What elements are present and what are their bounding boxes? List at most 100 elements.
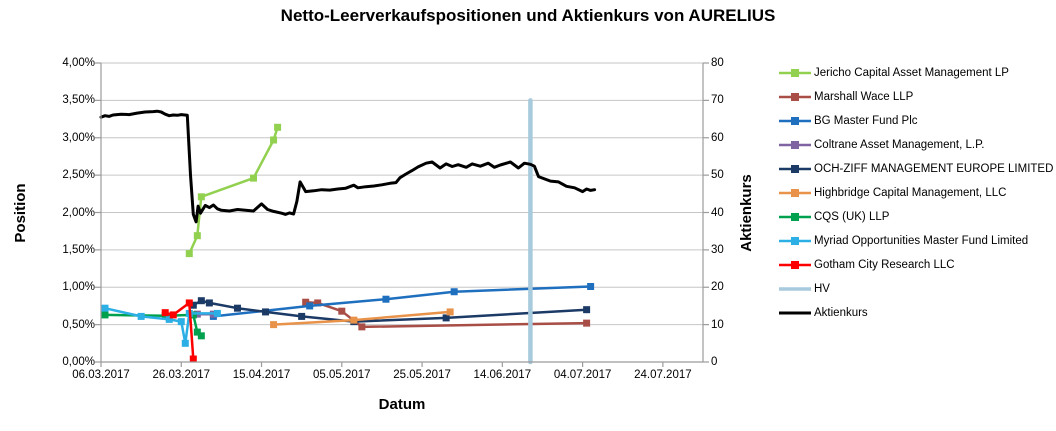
legend-swatch [779,189,811,197]
series-marker-myriad-opportunities-master-fund-limited [213,309,221,317]
legend-marker [791,69,799,77]
series-marker-cqs-uk-llp [197,332,205,340]
y-tick-label-right: 80 [711,57,724,69]
y-tick-label-left: 4,00% [62,57,95,69]
series-marker-marshall-wace-llp [314,299,322,307]
legend-item-hv: HV [779,281,830,297]
legend-swatch [779,237,811,245]
x-tick-label: 05.05.2017 [313,369,371,381]
legend-item-coltrane-asset-management-l-p: Coltrane Asset Management, L.P. [779,137,984,153]
series-marker-bg-master-fund-plc [587,283,595,291]
legend-swatch [779,117,811,125]
legend-marker [791,261,799,269]
legend-marker [791,141,799,149]
x-axis-title: Datum [378,396,426,413]
legend-label: Gotham City Research LLC [814,259,955,271]
y-tick-label-right: 10 [711,318,724,331]
series-marker-gotham-city-research-llc [161,309,169,317]
series-marker-och-ziff-management-europe-limited [262,308,270,316]
legend-marker [791,117,799,125]
legend-item-jericho-capital-asset-management-lp: Jericho Capital Asset Management LP [779,65,1009,81]
y-tick-label-right: 60 [711,131,724,144]
series-marker-highbridge-capital-management-llc [446,308,454,316]
series-marker-jericho-capital-asset-management-lp [274,123,282,131]
legend-item-bg-master-fund-plc: BG Master Fund Plc [779,113,918,129]
y-tick-label-left: 2,00% [62,206,95,219]
legend-item-myriad-opportunities-master-fund-limited: Myriad Opportunities Master Fund Limited [779,233,1028,249]
series-marker-bg-master-fund-plc [382,295,390,303]
legend-item-highbridge-capital-management-llc: Highbridge Capital Management, LLC [779,185,1006,201]
legend-marker [791,165,799,173]
series-marker-gotham-city-research-llc [189,355,197,363]
legend-item-marshall-wace-llp: Marshall Wace LLP [779,89,913,105]
series-marker-jericho-capital-asset-management-lp [250,174,258,182]
y-tick-label-right: 70 [711,94,724,107]
legend-label: Myriad Opportunities Master Fund Limited [814,235,1029,247]
series-marker-och-ziff-management-europe-limited [298,312,306,320]
y-axis-title-left: Position [12,183,29,243]
y-tick-label-left: 0,00% [62,356,95,368]
series-marker-myriad-opportunities-master-fund-limited [181,339,189,347]
legend-marker [791,213,799,221]
legend-swatch [779,69,811,77]
y-tick-label-right: 50 [711,169,724,182]
y-tick-label-right: 0 [711,356,718,368]
series-marker-cqs-uk-llp [193,328,201,336]
legend-swatch [779,93,811,101]
series-marker-gotham-city-research-llc [185,299,193,307]
series-marker-och-ziff-management-europe-limited [583,306,591,314]
x-tick-label: 24.07.2017 [634,369,692,381]
series-marker-highbridge-capital-management-llc [350,316,358,324]
y-tick-label-left: 2,50% [62,169,95,182]
y-tick-label-right: 40 [711,206,724,219]
series-marker-och-ziff-management-europe-limited [205,299,213,307]
y-tick-label-left: 1,50% [62,243,95,256]
series-line-och-ziff-management-europe-limited [192,299,588,323]
series-marker-jericho-capital-asset-management-lp [193,232,201,240]
series-marker-gotham-city-research-llc [169,311,177,319]
legend-label: CQS (UK) LLP [814,211,890,223]
legend-swatch [779,213,811,221]
series-marker-marshall-wace-llp [583,319,591,327]
legend-marker [791,93,799,101]
series-marker-jericho-capital-asset-management-lp [185,250,193,258]
series-line-gotham-city-research-llc [163,301,195,361]
x-tick-label: 06.03.2017 [72,369,130,381]
series-marker-marshall-wace-llp [338,307,346,315]
y-tick-label-right: 30 [711,243,724,256]
y-tick-label-left: 3,00% [62,131,95,144]
x-tick-label: 04.07.2017 [553,369,612,381]
series-marker-myriad-opportunities-master-fund-limited [177,318,185,326]
legend-label: OCH-ZIFF MANAGEMENT EUROPE LIMITED [814,163,1054,175]
series-marker-cqs-uk-llp [189,311,197,319]
series-line-aktienkurs [99,109,597,224]
y-tick-label-right: 20 [711,281,724,294]
legend-label: Coltrane Asset Management, L.P. [814,139,985,151]
legend-swatch [779,287,811,291]
series-marker-bg-master-fund-plc [450,288,458,296]
x-tick-label: 15.04.2017 [232,369,291,381]
legend-swatch [779,141,811,149]
series-marker-och-ziff-management-europe-limited [189,301,197,309]
series-marker-marshall-wace-llp [302,298,310,306]
series-marker-bg-master-fund-plc [306,302,314,310]
legend-label: Jericho Capital Asset Management LP [814,67,1009,79]
legend-label: Marshall Wace LLP [814,91,914,103]
series-line-jericho-capital-asset-management-lp [188,126,279,255]
legend-marker [791,237,799,245]
series-marker-marshall-wace-llp [358,323,366,331]
series-marker-cqs-uk-llp [101,311,109,319]
legend-label: HV [814,283,830,295]
series-marker-highbridge-capital-management-llc [270,321,278,329]
legend-item-cqs-uk-llp: CQS (UK) LLP [779,209,889,225]
x-tick-label: 26.03.2017 [152,369,211,381]
x-tick-label: 25.05.2017 [393,369,451,381]
legend-swatch [779,261,811,269]
y-tick-label-left: 1,00% [62,281,95,294]
series-marker-och-ziff-management-europe-limited [197,297,205,305]
legend-label: Highbridge Capital Management, LLC [814,187,1007,199]
x-tick-label: 14.06.2017 [473,369,532,381]
y-tick-label-left: 0,50% [62,318,95,331]
